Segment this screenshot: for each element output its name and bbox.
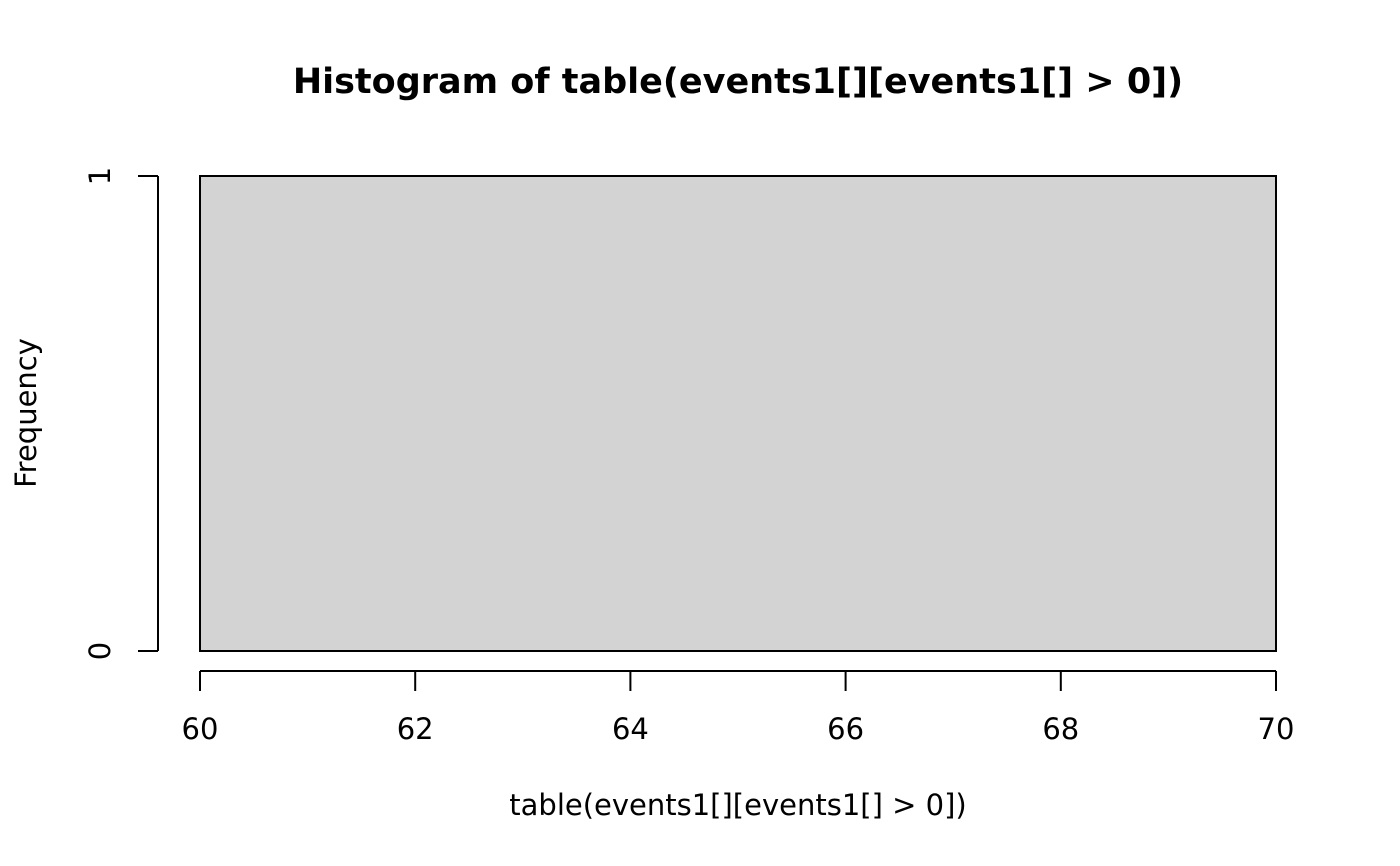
y-tick-label: 1 — [83, 167, 117, 185]
x-tick-label: 60 — [182, 712, 219, 746]
chart-title: Histogram of table(events1[][events1[] >… — [293, 62, 1183, 102]
histogram-bar-0 — [199, 175, 1277, 652]
x-axis: 60 62 64 66 68 70 — [182, 670, 1295, 746]
x-tick-label: 70 — [1258, 712, 1295, 746]
x-tick-label: 66 — [827, 712, 864, 746]
y-axis-label: Frequency — [9, 338, 43, 488]
x-tick-label: 64 — [612, 712, 649, 746]
x-tick-label: 68 — [1042, 712, 1079, 746]
y-axis: 01 — [83, 167, 159, 660]
bars-group — [199, 175, 1277, 652]
y-tick-label: 0 — [83, 642, 117, 660]
x-tick-label: 62 — [397, 712, 434, 746]
x-axis-label: table(events1[][events1[] > 0]) — [509, 788, 966, 822]
